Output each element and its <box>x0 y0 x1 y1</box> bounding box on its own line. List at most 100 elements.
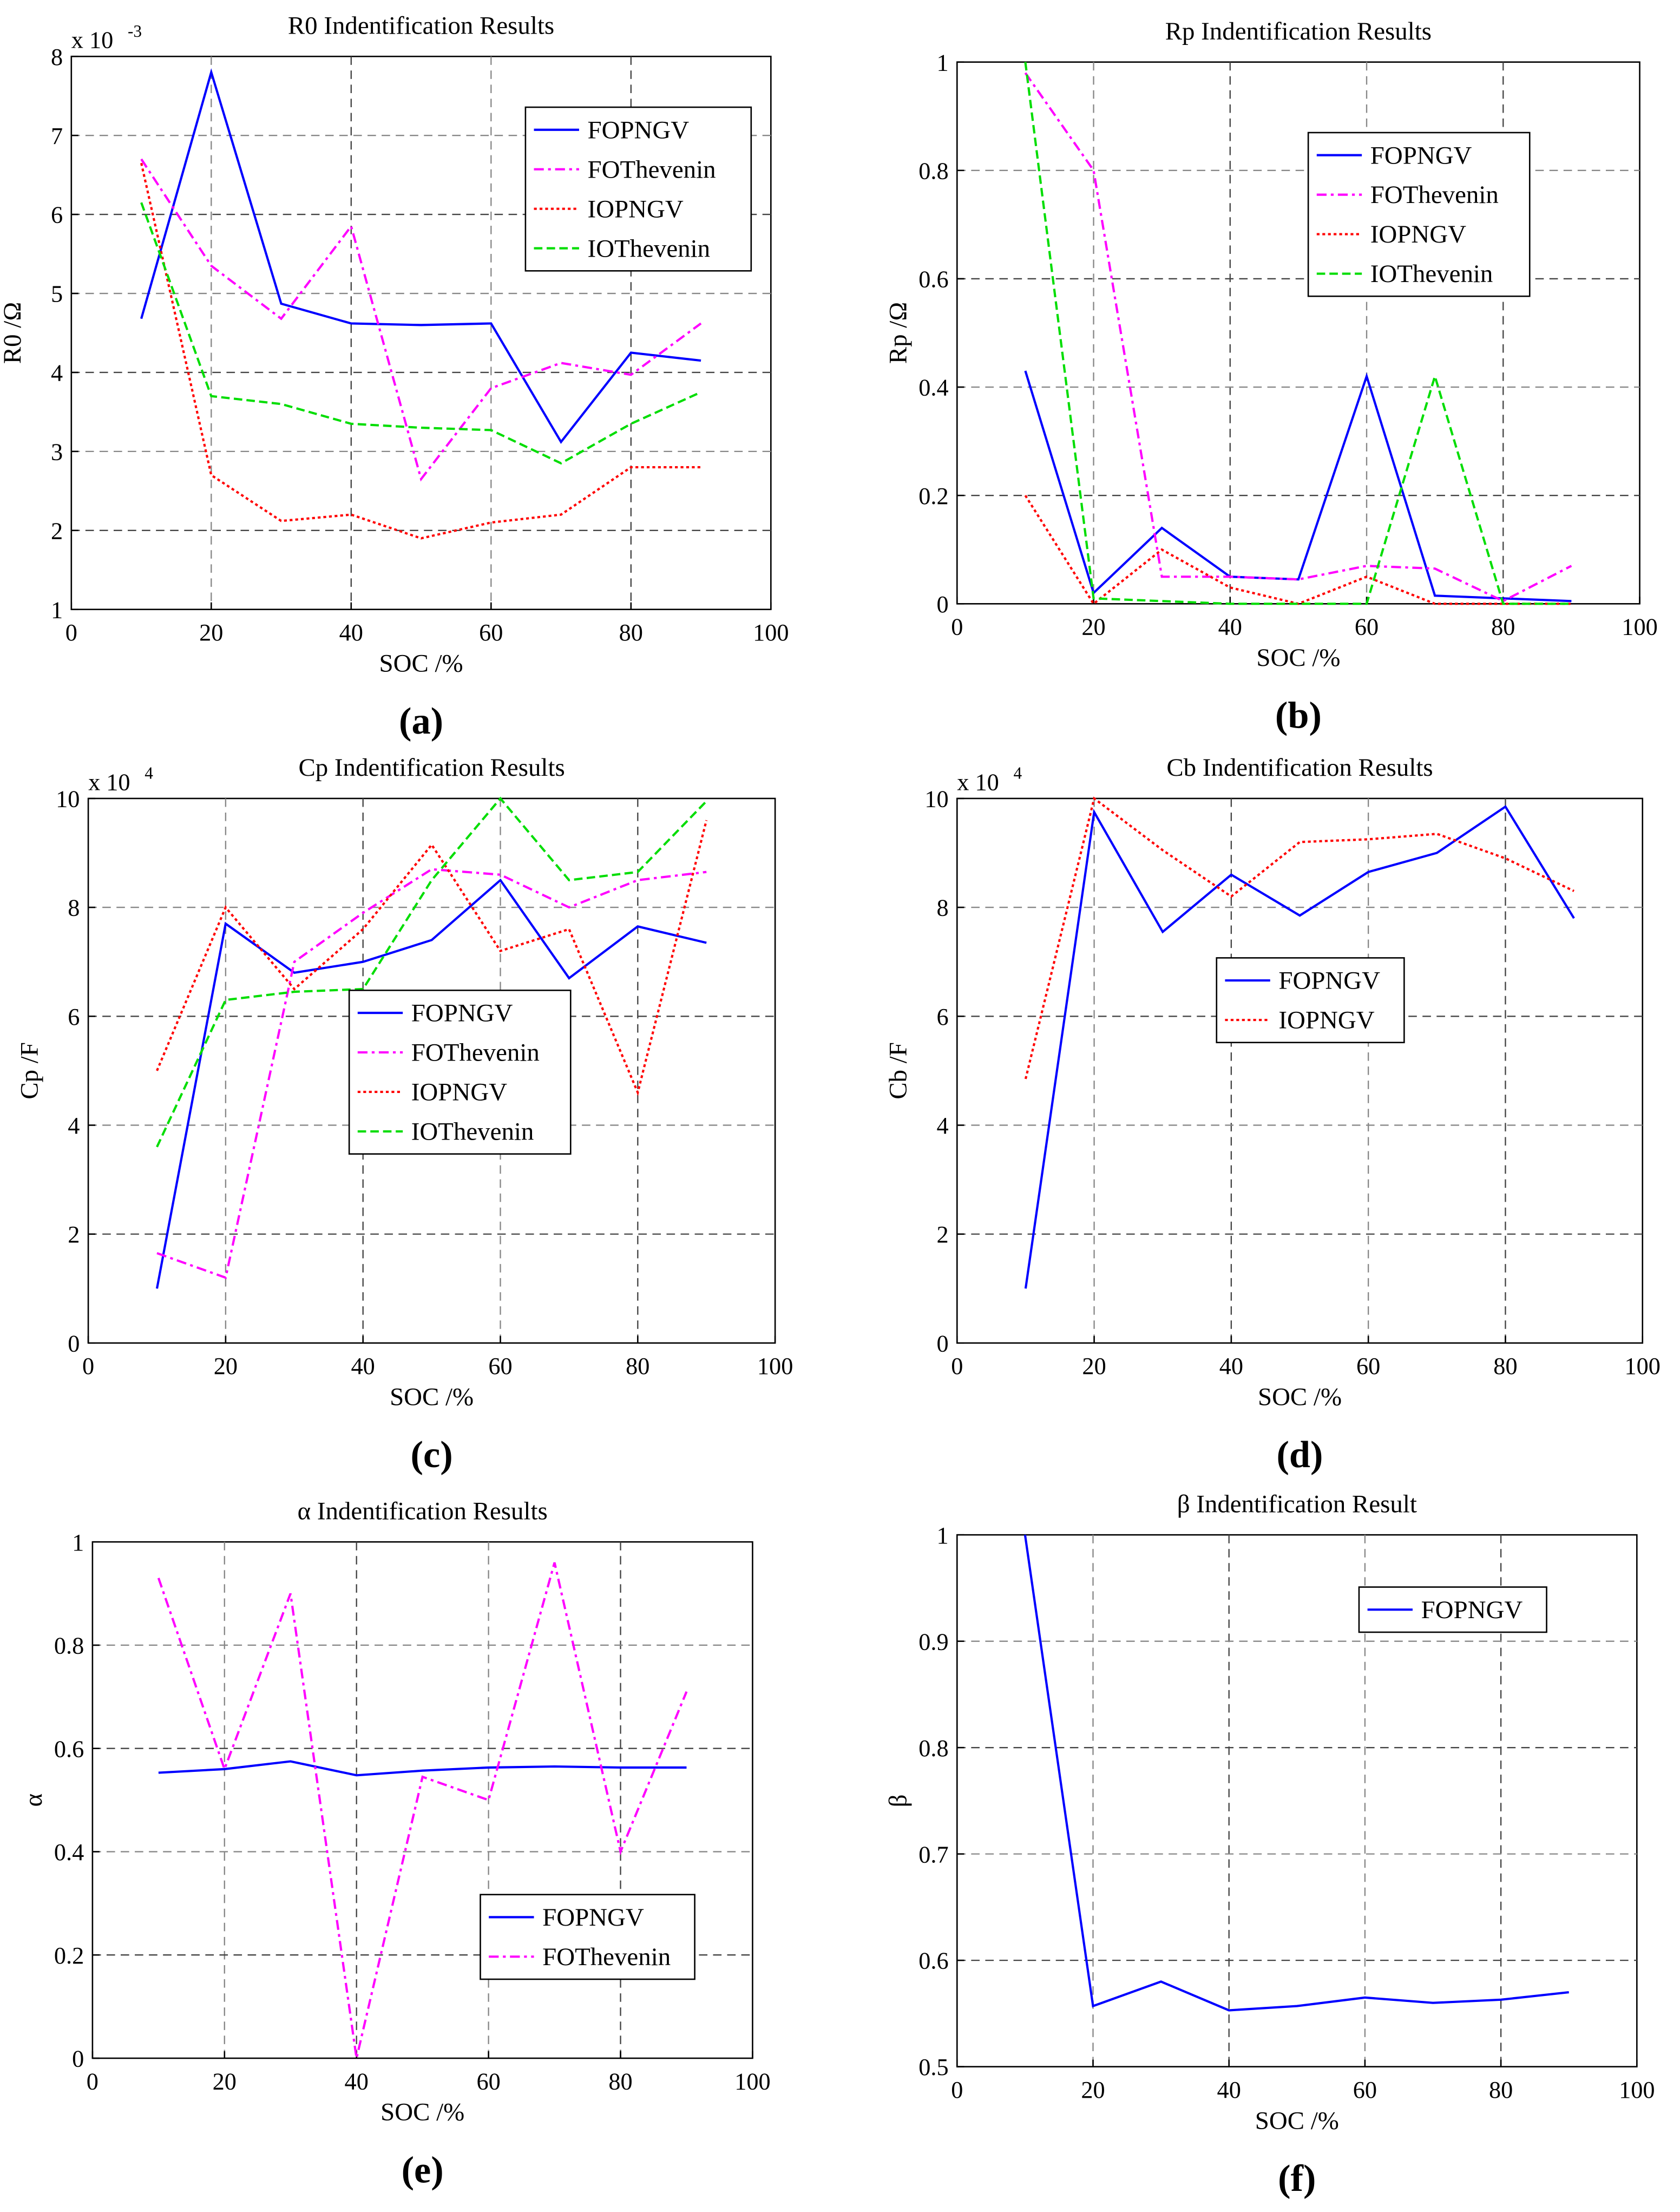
x-tick-label: 20 <box>1082 1353 1106 1379</box>
legend-box <box>1216 957 1405 1044</box>
y-tick-label: 0.8 <box>918 1735 948 1762</box>
y-scale-exponent: 4 <box>145 763 153 782</box>
y-tick-label: 8 <box>68 895 80 921</box>
plot-area <box>91 1541 753 2059</box>
y-tick-label: 1 <box>937 49 949 76</box>
series-line-fothevenin <box>156 868 707 1279</box>
legend-box <box>524 106 752 272</box>
x-tick-label: 40 <box>351 1353 375 1379</box>
chart-panel-2: 0 20 40 60 80 100 0 0.2 0.4 0.6 0.8 1 Rp Indentifica… <box>884 17 1657 737</box>
x-axis-label: SOC /% <box>1255 2106 1339 2135</box>
y-tick-label: 0 <box>68 1330 80 1357</box>
legend-label: FOThevenin <box>411 1039 540 1067</box>
series-line-iothevenin <box>156 796 707 1148</box>
x-tick-label: 80 <box>608 2068 632 2095</box>
y-tick-label: 0.6 <box>918 266 948 293</box>
y-tick-label: 0.2 <box>918 483 948 509</box>
series-line-fopngv <box>1024 805 1575 1289</box>
x-tick-label: 80 <box>619 619 643 646</box>
series-line-iothevenin <box>1024 62 1572 605</box>
y-scale-multiplier: x 10 <box>71 27 114 54</box>
legend-label: IOPNGV <box>411 1078 507 1107</box>
x-tick-label: 60 <box>488 1353 512 1379</box>
x-tick-label: 60 <box>1356 1353 1380 1379</box>
series-line-fopngv <box>155 878 707 1289</box>
y-tick-label: 3 <box>51 439 63 466</box>
legend-box <box>480 1894 695 1980</box>
y-axis-label: Cb /F <box>884 1042 912 1100</box>
x-tick-label: 0 <box>65 619 77 646</box>
legend-box <box>1307 132 1531 297</box>
legend-box <box>348 990 572 1155</box>
x-tick-label: 80 <box>1493 1353 1517 1379</box>
series-line-fothevenin <box>157 1562 688 2059</box>
chart-panel-4: 0 20 40 60 80 100 0 2 4 6 8 10 Cb Indentification Re… <box>884 754 1660 1476</box>
x-axis-label: SOC /% <box>390 1383 474 1411</box>
y-tick-label: 2 <box>68 1221 80 1248</box>
y-tick-label: 0 <box>72 2046 84 2072</box>
y-tick-label: 2 <box>51 518 63 544</box>
x-tick-label: 0 <box>951 614 963 640</box>
y-tick-label: 1 <box>72 1529 84 1556</box>
y-tick-label: 6 <box>68 1004 80 1030</box>
y-tick-label: 0.7 <box>918 1841 948 1868</box>
legend: FOPNGV IOPNGV <box>1216 957 1405 1044</box>
y-axis-label: R0 /Ω <box>0 302 27 364</box>
panel-label: (c) <box>411 1434 453 1476</box>
legend: FOPNGV FOThevenin <box>480 1894 695 1980</box>
series-line-iothevenin <box>140 202 701 465</box>
plot-area <box>956 797 1644 1344</box>
legend-label: IOThevenin <box>1370 260 1493 288</box>
x-tick-label: 0 <box>87 2068 99 2095</box>
x-tick-label: 40 <box>345 2068 369 2095</box>
panel-label: (d) <box>1277 1434 1323 1476</box>
y-tick-label: 0.5 <box>918 2054 948 2080</box>
legend-label: IOThevenin <box>588 234 711 263</box>
series-line-fothevenin <box>140 158 702 482</box>
chart-panel-6: 0 20 40 60 80 100 0.5 0.6 0.7 0.8 0.9 1 β Indentific… <box>884 1490 1655 2199</box>
legend-label: IOThevenin <box>411 1118 534 1146</box>
y-tick-label: 0 <box>937 1330 949 1357</box>
series-line-iopngv <box>1024 495 1572 606</box>
y-tick-label: 10 <box>924 786 948 813</box>
x-tick-label: 80 <box>1489 2077 1513 2103</box>
y-axis-label: β <box>884 1794 912 1807</box>
y-tick-label: 4 <box>68 1112 80 1139</box>
x-tick-label: 80 <box>626 1353 649 1379</box>
x-axis-label: SOC /% <box>379 649 463 677</box>
y-scale-exponent: -3 <box>128 22 142 41</box>
x-tick-label: 60 <box>476 2068 500 2095</box>
y-tick-label: 0.9 <box>918 1628 948 1655</box>
y-tick-label: 8 <box>51 44 63 70</box>
chart-title: Rp Indentification Results <box>1165 17 1432 45</box>
x-tick-label: 100 <box>753 619 789 646</box>
x-tick-label: 60 <box>1355 614 1379 640</box>
x-tick-label: 60 <box>479 619 503 646</box>
legend-label: IOPNGV <box>1370 220 1466 248</box>
legend-label: FOPNGV <box>411 999 513 1028</box>
series-line-fopngv <box>1024 370 1572 603</box>
legend-label: FOPNGV <box>1278 967 1380 995</box>
y-scale-multiplier: x 10 <box>957 769 999 795</box>
x-tick-label: 20 <box>1081 2077 1105 2103</box>
legend: FOPNGV FOThevenin IOPNGV IOThevenin <box>1307 132 1531 297</box>
chart-title: Cb Indentification Results <box>1166 754 1433 782</box>
y-tick-label: 0.6 <box>918 1948 948 1974</box>
x-tick-label: 20 <box>214 1353 238 1379</box>
y-axis-label: Rp /Ω <box>884 302 912 364</box>
x-axis-label: SOC /% <box>380 2098 464 2126</box>
legend: FOPNGV FOThevenin IOPNGV IOThevenin <box>348 990 572 1155</box>
chart-title: R0 Indentification Results <box>288 12 554 40</box>
x-tick-label: 100 <box>757 1353 793 1379</box>
legend-label: IOPNGV <box>588 195 684 223</box>
chart-title: α Indentification Results <box>298 1497 548 1526</box>
x-tick-label: 20 <box>213 2068 237 2095</box>
x-tick-label: 100 <box>1619 2077 1655 2103</box>
legend-label: FOThevenin <box>1370 181 1499 209</box>
y-tick-label: 1 <box>51 597 63 623</box>
x-axis-label: SOC /% <box>1258 1383 1342 1411</box>
x-tick-label: 20 <box>1081 614 1105 640</box>
panel-label: (a) <box>399 700 443 742</box>
chart-panel-5: 0 20 40 60 80 100 0 0.2 0.4 0.6 0.8 1 α Indentificat… <box>19 1497 771 2191</box>
